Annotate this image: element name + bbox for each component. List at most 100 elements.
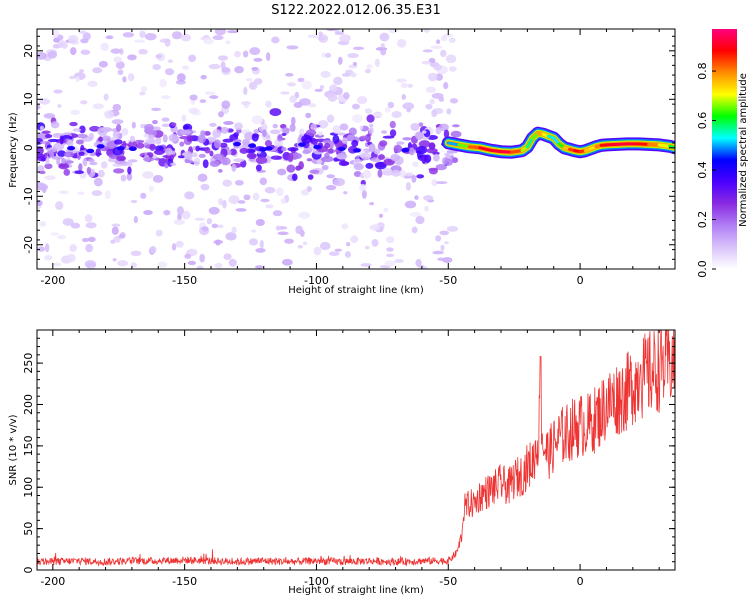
heatmap-cell xyxy=(80,49,91,55)
heatmap-cell xyxy=(449,98,459,104)
heatmap-cell xyxy=(264,139,273,147)
heatmap-cell xyxy=(450,130,462,138)
heatmap-cell xyxy=(328,148,334,154)
heatmap-cell xyxy=(155,229,163,237)
heatmap-cell xyxy=(134,139,145,144)
heatmap-cell xyxy=(393,144,402,154)
heatmap-cell xyxy=(167,59,174,63)
heatmap-cell xyxy=(186,134,193,143)
heatmap-cell xyxy=(435,164,447,171)
heatmap-cell xyxy=(221,100,231,109)
heatmap-ytick-label: 0 xyxy=(22,144,35,151)
heatmap-cell xyxy=(176,73,186,82)
heatmap-cell xyxy=(382,135,395,139)
heatmap-cell xyxy=(229,148,237,156)
heatmap-cell xyxy=(364,108,373,114)
heatmap-cell xyxy=(444,158,454,166)
heatmap-cell xyxy=(269,108,282,117)
heatmap-cell xyxy=(209,160,220,167)
heatmap-cell xyxy=(366,114,375,123)
heatmap-cell xyxy=(144,32,157,41)
heatmap-cell xyxy=(360,152,372,160)
heatmap-cell xyxy=(292,173,298,181)
heatmap-cell xyxy=(324,52,332,58)
heatmap-cell xyxy=(52,29,59,38)
heatmap-cell xyxy=(199,99,207,103)
heatmap-cell xyxy=(234,122,243,130)
heatmap-cell xyxy=(39,220,47,227)
heatmap-cell xyxy=(209,95,219,99)
heatmap-cell xyxy=(317,131,323,137)
heatmap-cell xyxy=(78,163,83,172)
heatmap-cell xyxy=(176,206,184,215)
heatmap-cell xyxy=(57,104,62,108)
heatmap-cell xyxy=(421,60,432,65)
heatmap-cell-hot xyxy=(86,148,95,154)
heatmap-cell xyxy=(359,184,367,192)
heatmap-cell xyxy=(82,158,88,167)
heatmap-cell xyxy=(112,131,120,138)
heatmap-cell xyxy=(343,92,350,100)
heatmap-cell xyxy=(164,38,171,47)
heatmap-cell xyxy=(171,243,177,251)
heatmap-cell xyxy=(44,243,50,253)
heatmap-cell xyxy=(63,151,75,158)
heatmap-cell xyxy=(37,246,45,252)
heatmap-cell xyxy=(251,66,259,71)
heatmap-cell xyxy=(270,155,283,160)
heatmap-cell xyxy=(374,58,380,68)
heatmap-xtick-label: -50 xyxy=(439,274,457,287)
heatmap-cell xyxy=(333,76,343,86)
heatmap-cell xyxy=(329,140,334,150)
heatmap-cell xyxy=(50,121,60,129)
heatmap-ytick-label: 20 xyxy=(22,44,35,58)
heatmap-cell xyxy=(433,153,440,162)
heatmap-cell xyxy=(45,158,50,165)
heatmap-cell xyxy=(289,123,296,132)
heatmap-cell xyxy=(333,178,345,187)
heatmap-cell xyxy=(305,129,317,136)
heatmap-cell xyxy=(418,265,428,269)
heatmap-cell xyxy=(306,158,313,162)
heatmap-cell xyxy=(402,137,412,141)
heatmap-cell xyxy=(112,103,122,112)
heatmap-cell xyxy=(171,31,183,40)
heatmap-cell xyxy=(443,33,453,38)
heatmap-cell xyxy=(445,54,457,64)
heatmap-cell xyxy=(197,173,208,182)
heatmap-cell-hot xyxy=(116,146,125,151)
heatmap-cell-hot xyxy=(313,144,322,150)
heatmap-cell xyxy=(117,69,124,76)
heatmap-cell xyxy=(284,238,294,244)
heatmap-cell xyxy=(104,190,111,200)
heatmap-xtick-label: -150 xyxy=(172,274,197,287)
snr-ytick-label: 200 xyxy=(22,394,35,415)
heatmap-cell xyxy=(381,168,393,176)
heatmap-cell xyxy=(351,103,360,110)
heatmap-cell xyxy=(151,107,162,111)
heatmap-cell xyxy=(152,119,158,125)
heatmap-cell xyxy=(143,210,153,216)
heatmap-cell xyxy=(425,86,436,93)
heatmap-cell xyxy=(334,248,343,252)
heatmap-cell xyxy=(380,48,387,56)
heatmap-cell xyxy=(127,160,133,167)
heatmap-cell xyxy=(253,57,263,62)
heatmap-cell xyxy=(225,40,231,45)
heatmap-ytick-label: 10 xyxy=(22,92,35,106)
heatmap-cell xyxy=(416,174,425,179)
heatmap-cell xyxy=(220,61,226,70)
heatmap-cell xyxy=(87,80,98,87)
heatmap-cell xyxy=(265,204,274,209)
heatmap-cell xyxy=(218,168,223,173)
heatmap-cell xyxy=(394,258,404,263)
heatmap-cell xyxy=(281,258,293,266)
heatmap-cell xyxy=(74,170,84,175)
heatmap-cell xyxy=(234,179,244,186)
heatmap-cell xyxy=(404,200,417,209)
heatmap-cell xyxy=(424,205,429,212)
heatmap-cell xyxy=(416,145,428,155)
heatmap-cell xyxy=(139,30,146,38)
heatmap-cell xyxy=(255,248,266,253)
heatmap-cell xyxy=(259,177,268,186)
